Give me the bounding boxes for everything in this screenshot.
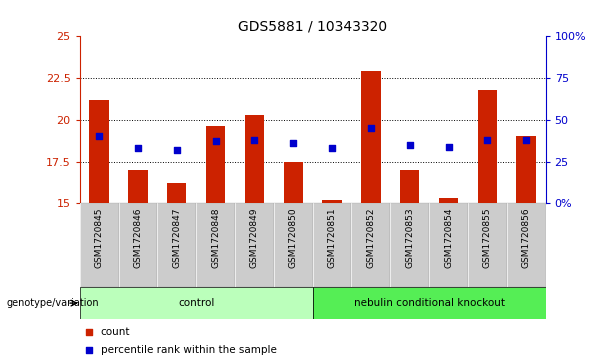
Point xyxy=(482,137,492,143)
Bar xyxy=(322,200,342,203)
Bar xyxy=(507,203,546,287)
Text: GSM1720848: GSM1720848 xyxy=(211,207,220,268)
Text: GSM1720856: GSM1720856 xyxy=(522,207,531,268)
Bar xyxy=(245,115,264,203)
Text: count: count xyxy=(101,327,130,337)
Bar xyxy=(89,100,109,203)
Bar xyxy=(167,183,186,203)
Point xyxy=(84,329,94,335)
Bar xyxy=(468,203,507,287)
Text: percentile rank within the sample: percentile rank within the sample xyxy=(101,345,276,355)
Text: GSM1720850: GSM1720850 xyxy=(289,207,298,268)
Text: GSM1720854: GSM1720854 xyxy=(444,207,453,268)
Bar xyxy=(390,203,429,287)
Point xyxy=(288,140,298,146)
Bar xyxy=(313,203,351,287)
Text: GSM1720845: GSM1720845 xyxy=(94,207,104,268)
Point xyxy=(172,147,181,153)
Point xyxy=(94,134,104,139)
Point xyxy=(84,347,94,353)
Bar xyxy=(128,170,148,203)
Bar xyxy=(196,203,235,287)
Text: GSM1720852: GSM1720852 xyxy=(367,207,375,268)
Bar xyxy=(439,198,459,203)
Bar xyxy=(313,287,546,319)
Point xyxy=(405,142,414,148)
Bar xyxy=(274,203,313,287)
Bar xyxy=(361,72,381,203)
Text: GSM1720849: GSM1720849 xyxy=(250,207,259,268)
Text: genotype/variation: genotype/variation xyxy=(6,298,99,308)
Text: control: control xyxy=(178,298,215,308)
Bar xyxy=(80,287,313,319)
Bar xyxy=(206,126,226,203)
Bar xyxy=(118,203,158,287)
Point xyxy=(444,144,454,150)
Point xyxy=(366,125,376,131)
Bar xyxy=(158,203,196,287)
Text: GSM1720851: GSM1720851 xyxy=(327,207,337,268)
Point xyxy=(249,137,259,143)
Bar xyxy=(429,203,468,287)
Bar xyxy=(478,90,497,203)
Point xyxy=(327,145,337,151)
Point xyxy=(211,139,221,144)
Text: GSM1720847: GSM1720847 xyxy=(172,207,181,268)
Bar xyxy=(351,203,390,287)
Point xyxy=(133,145,143,151)
Bar xyxy=(400,170,419,203)
Text: GSM1720853: GSM1720853 xyxy=(405,207,414,268)
Text: GSM1720846: GSM1720846 xyxy=(134,207,142,268)
Bar xyxy=(235,203,274,287)
Bar xyxy=(516,136,536,203)
Text: nebulin conditional knockout: nebulin conditional knockout xyxy=(354,298,504,308)
Point xyxy=(521,137,531,143)
Bar xyxy=(80,203,118,287)
Bar xyxy=(284,162,303,203)
Text: GSM1720855: GSM1720855 xyxy=(483,207,492,268)
Title: GDS5881 / 10343320: GDS5881 / 10343320 xyxy=(238,20,387,34)
